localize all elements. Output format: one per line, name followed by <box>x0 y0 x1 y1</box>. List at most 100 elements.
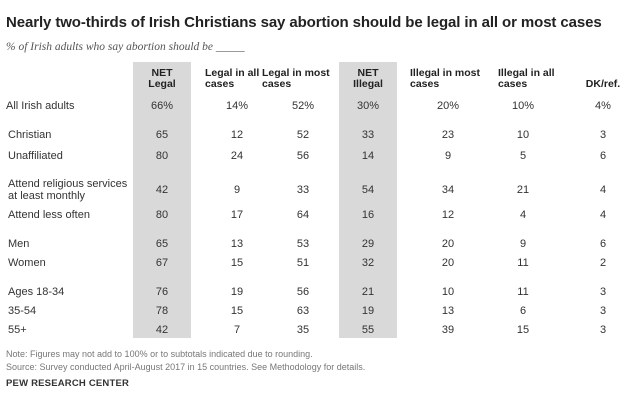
chart-title: Nearly two-thirds of Irish Christians sa… <box>6 14 602 31</box>
table-cell: 10% <box>511 100 535 112</box>
table-cell: 67 <box>155 257 169 269</box>
column-header: NET Illegal <box>328 68 408 90</box>
row-label-line: at least monthly <box>8 190 86 202</box>
column-header-line: NET <box>151 67 173 79</box>
table-cell: 65 <box>155 129 169 141</box>
column-header: DK/ref. <box>563 79 640 90</box>
shaded-column-1 <box>133 62 191 338</box>
row-label: Attend less often <box>8 209 90 221</box>
table-cell: 6 <box>599 150 607 162</box>
table-cell: 33 <box>296 184 310 196</box>
table-cell: 52% <box>291 100 315 112</box>
column-header-line: Illegal in most <box>410 67 481 79</box>
table-cell: 55 <box>361 324 375 336</box>
table-cell: 3 <box>599 305 607 317</box>
table-cell: 16 <box>361 209 375 221</box>
column-header: Illegal in all cases <box>498 68 555 90</box>
table-cell: 13 <box>441 305 455 317</box>
row-label: Men <box>8 238 30 250</box>
column-header-line: Legal in all <box>205 67 260 79</box>
table-cell: 15 <box>230 305 244 317</box>
table-cell: 80 <box>155 209 169 221</box>
table-cell: 64 <box>296 209 310 221</box>
table-cell: 63 <box>296 305 310 317</box>
table-cell: 14% <box>225 100 249 112</box>
table-cell: 30% <box>356 100 380 112</box>
table-cell: 56 <box>296 286 310 298</box>
table-cell: 21 <box>516 184 530 196</box>
row-label: Women <box>8 257 46 269</box>
table-cell: 4 <box>599 184 607 196</box>
row-label: Christian <box>8 129 52 141</box>
row-label: 55+ <box>8 324 27 336</box>
table-cell: 4 <box>519 209 527 221</box>
table-cell: 14 <box>361 150 375 162</box>
table-cell: 56 <box>296 150 310 162</box>
column-header-line: cases <box>205 78 235 90</box>
row-label: Attend religious services at least monthl… <box>8 178 127 202</box>
table-cell: 54 <box>361 184 375 196</box>
table-cell: 34 <box>441 184 455 196</box>
row-label: 35-54 <box>8 305 37 317</box>
table-cell: 42 <box>155 184 169 196</box>
table-cell: 80 <box>155 150 169 162</box>
table-cell: 9 <box>233 184 241 196</box>
shaded-column-4 <box>339 62 397 338</box>
column-header: Illegal in most cases <box>410 68 480 90</box>
row-label: Ages 18-34 <box>8 286 65 298</box>
column-header-line: Legal <box>148 78 176 90</box>
table-cell: 9 <box>444 150 452 162</box>
table-cell: 76 <box>155 286 169 298</box>
table-cell: 20 <box>441 238 455 250</box>
row-label: Unaffiliated <box>8 150 63 162</box>
table-cell: 4 <box>599 209 607 221</box>
table-cell: 51 <box>296 257 310 269</box>
table-cell: 2 <box>599 257 607 269</box>
table-cell: 53 <box>296 238 310 250</box>
table-cell: 23 <box>441 129 455 141</box>
table-cell: 6 <box>599 238 607 250</box>
table-cell: 20% <box>436 100 460 112</box>
table-cell: 12 <box>441 209 455 221</box>
source-text: Source: Survey conducted April-August 20… <box>6 362 366 372</box>
column-header-line: cases <box>498 78 528 90</box>
column-header-line: Illegal <box>353 78 383 90</box>
column-header-line: Illegal in all <box>498 67 555 79</box>
table-cell: 17 <box>230 209 244 221</box>
column-header-line: cases <box>262 78 292 90</box>
table-cell: 7 <box>233 324 241 336</box>
chart-subtitle: % of Irish adults who say abortion shoul… <box>6 41 245 53</box>
pew-logo-text: PEW RESEARCH CENTER <box>6 378 130 389</box>
table-cell: 3 <box>599 324 607 336</box>
table-cell: 19 <box>361 305 375 317</box>
table-cell: 13 <box>230 238 244 250</box>
row-label: All Irish adults <box>6 100 75 112</box>
table-cell: 21 <box>361 286 375 298</box>
column-header-line: DK/ref. <box>585 78 621 90</box>
table-cell: 20 <box>441 257 455 269</box>
table-cell: 65 <box>155 238 169 250</box>
table-cell: 11 <box>517 286 529 298</box>
table-cell: 24 <box>230 150 244 162</box>
table-cell: 52 <box>296 129 310 141</box>
table-cell: 10 <box>516 129 530 141</box>
note-text: Note: Figures may not add to 100% or to … <box>6 349 313 359</box>
table-cell: 33 <box>361 129 375 141</box>
table-cell: 11 <box>517 257 529 269</box>
table-cell: 12 <box>230 129 244 141</box>
table-cell: 15 <box>230 257 244 269</box>
table-cell: 10 <box>441 286 455 298</box>
table-cell: 66% <box>150 100 174 112</box>
table-cell: 15 <box>516 324 530 336</box>
table-cell: 3 <box>599 286 607 298</box>
table-cell: 42 <box>155 324 169 336</box>
column-header: NET Legal <box>122 68 202 90</box>
column-header: Legal in most cases <box>262 68 330 90</box>
row-label-line: Attend religious services <box>8 178 128 190</box>
table-cell: 39 <box>441 324 455 336</box>
table-cell: 78 <box>155 305 169 317</box>
column-header-line: NET <box>357 67 379 79</box>
table-cell: 35 <box>296 324 310 336</box>
column-header: Legal in all cases <box>205 68 259 90</box>
table-cell: 6 <box>519 305 527 317</box>
